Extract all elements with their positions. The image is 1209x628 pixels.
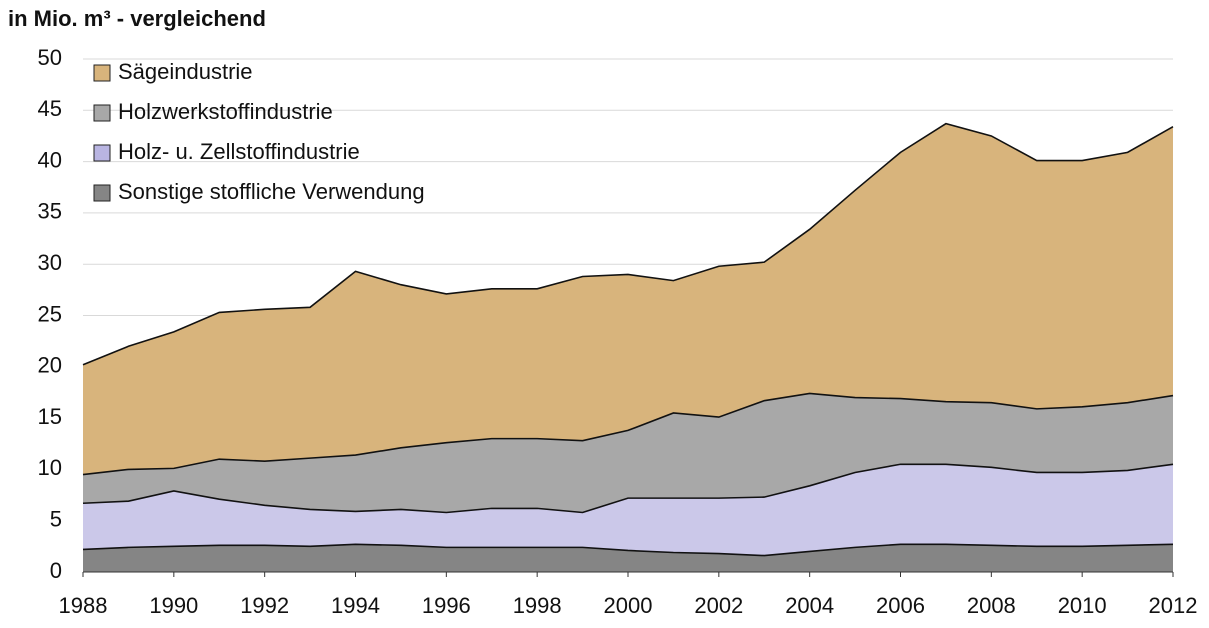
x-tick-label: 2012 xyxy=(1149,593,1198,618)
x-tick-label: 1998 xyxy=(513,593,562,618)
area-outline xyxy=(82,543,1174,557)
area xyxy=(83,544,1173,572)
y-tick-label: 45 xyxy=(38,96,62,121)
x-tick-label: 1994 xyxy=(331,593,380,618)
x-tick-label: 2004 xyxy=(785,593,834,618)
area xyxy=(83,393,1173,513)
x-tick-label: 2000 xyxy=(604,593,653,618)
y-tick-label: 15 xyxy=(38,404,62,429)
legend-swatch xyxy=(93,144,111,162)
y-tick-label: 0 xyxy=(50,558,62,583)
area-outline xyxy=(82,392,1174,476)
y-tick-label: 10 xyxy=(38,455,62,480)
legend-swatch xyxy=(93,64,111,82)
y-tick-label: 5 xyxy=(50,507,62,532)
y-tick-label: 30 xyxy=(38,250,62,275)
x-tick-label: 2002 xyxy=(694,593,743,618)
area xyxy=(83,123,1173,475)
x-tick-label: 1988 xyxy=(59,593,108,618)
x-tick-label: 1992 xyxy=(240,593,289,618)
y-tick-label: 25 xyxy=(38,301,62,326)
y-tick-label: 20 xyxy=(38,353,62,378)
chart-title: in Mio. m³ - vergleichend xyxy=(8,6,266,31)
x-tick-label: 2008 xyxy=(967,593,1016,618)
x-tick-label: 2006 xyxy=(876,593,925,618)
legend-swatch xyxy=(93,104,111,122)
y-tick-label: 35 xyxy=(38,199,62,224)
x-tick-label: 2010 xyxy=(1058,593,1107,618)
y-tick-label: 40 xyxy=(38,147,62,172)
legend-label: Holzwerkstoffindustrie xyxy=(118,99,333,124)
area-outline xyxy=(82,122,1174,366)
area-texture xyxy=(83,464,1173,556)
x-tick-label: 1996 xyxy=(422,593,471,618)
legend-label: Sägeindustrie xyxy=(118,59,253,84)
y-tick-label: 50 xyxy=(38,45,62,70)
legend-label: Sonstige stoffliche Verwendung xyxy=(118,179,425,204)
legend-swatch xyxy=(93,184,111,202)
legend-label: Holz- u. Zellstoffindustrie xyxy=(118,139,360,164)
area-outline xyxy=(82,463,1174,514)
x-tick-label: 1990 xyxy=(149,593,198,618)
